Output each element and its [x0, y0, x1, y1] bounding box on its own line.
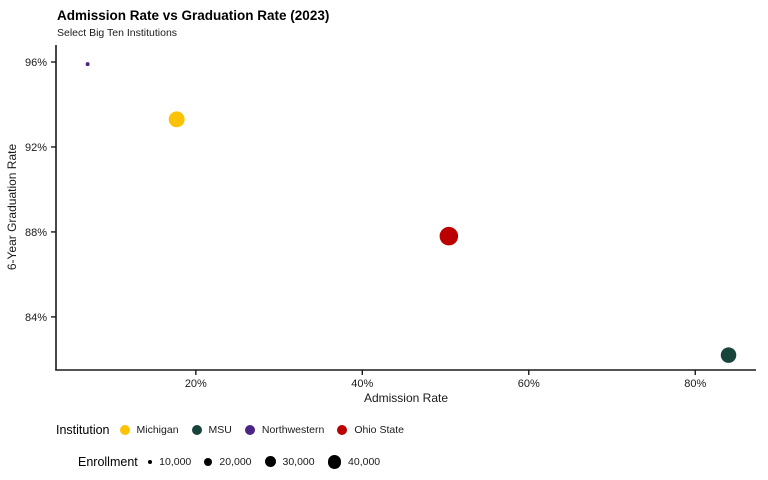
legend-color-dot-northwestern: [244, 425, 255, 435]
enrollment-legend-item-40-000: 40,000: [327, 455, 381, 469]
legend-size-dot-30-000: [264, 456, 276, 468]
legend-label: 30,000: [282, 455, 315, 468]
enrollment-legend-item-30-000: 30,000: [264, 455, 315, 468]
legend-label: Ohio State: [354, 424, 404, 436]
legend-size-dot-40-000: [327, 455, 342, 469]
data-point-michigan: [168, 111, 185, 128]
legend-color-dot-ohio-state: [337, 425, 348, 435]
legend-label: 20,000: [219, 455, 252, 468]
x-tick-label: 40%: [351, 378, 373, 390]
x-tick-label: 20%: [185, 378, 207, 390]
enrollment-legend-items: 10,000 20,000 30,000 40,000: [147, 455, 381, 469]
institution-legend-item-ohio-state: Ohio State: [337, 424, 404, 436]
enrollment-legend-item-10-000: 10,000: [147, 455, 192, 468]
x-axis-title: Admission Rate: [363, 391, 449, 405]
institution-legend-item-northwestern: Northwestern: [244, 424, 325, 436]
institution-legend: Institution Michigan MSU Northwestern Ohio …: [56, 419, 404, 441]
legend-label: Michigan: [136, 424, 179, 436]
chart-subtitle: Select Big Ten Institutions: [57, 27, 178, 39]
data-point-ohio-state: [439, 226, 459, 246]
y-tick-label: 88%: [25, 227, 47, 239]
y-tick-label: 84%: [25, 312, 47, 324]
enrollment-legend-title: Enrollment: [78, 455, 138, 469]
institution-legend-item-michigan: Michigan: [119, 424, 179, 436]
enrollment-legend-item-20-000: 20,000: [204, 455, 252, 468]
legend-size-dot-20-000: [204, 457, 213, 467]
institution-legend-items: Michigan MSU Northwestern Ohio State: [119, 424, 404, 436]
legend-size-dot-10-000: [147, 459, 153, 465]
legend-label: 40,000: [348, 455, 381, 468]
legend-color-dot-msu: [191, 425, 202, 435]
x-tick-label: 60%: [518, 378, 540, 390]
enrollment-legend: Enrollment 10,000 20,000 30,000 40,000: [78, 451, 380, 473]
legend-color-dot-michigan: [119, 425, 130, 435]
chart-title: Admission Rate vs Graduation Rate (2023): [57, 8, 330, 23]
x-tick-label: 80%: [684, 378, 706, 390]
legend-label: 10,000: [159, 455, 192, 468]
y-tick-label: 96%: [25, 57, 47, 69]
data-point-msu: [720, 347, 737, 363]
legend-label: Northwestern: [261, 424, 325, 436]
y-tick-label: 92%: [25, 142, 47, 154]
institution-legend-item-msu: MSU: [191, 424, 232, 436]
data-point-northwestern: [85, 62, 90, 67]
plot-area: 96% 92% 88% 84% 20% 40% 60% 80%: [25, 45, 756, 390]
legend-label: MSU: [208, 424, 232, 436]
institution-legend-title: Institution: [56, 423, 110, 437]
